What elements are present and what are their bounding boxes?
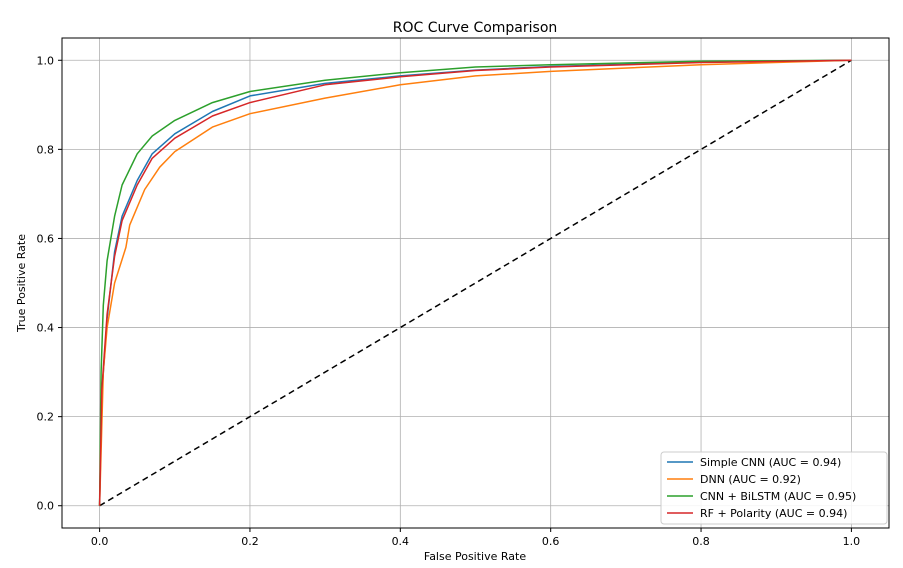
series-line-1 — [98, 59, 852, 506]
ticks: 0.0 0.2 0.4 0.6 0.8 1.0 0.0 0.2 0.4 0.6 0.8 1.0 — [37, 54, 861, 548]
legend-label: RF + Polarity (AUC = 0.94) — [700, 507, 847, 520]
legend-box — [660, 451, 888, 525]
x-tick-label: 1.0 — [843, 535, 861, 548]
grid — [62, 38, 889, 528]
random-classifier-line — [99, 59, 852, 507]
x-tick-label: 0.2 — [241, 535, 259, 548]
series-line-3 — [98, 59, 852, 506]
series-lines — [98, 59, 852, 507]
y-tick-label: 0.0 — [37, 500, 55, 513]
legend-label: DNN (AUC = 0.92) — [700, 473, 801, 486]
x-tick-label: 0.8 — [692, 535, 710, 548]
legend: Simple CNN (AUC = 0.94) DNN (AUC = 0.92) C… — [660, 451, 888, 525]
legend-label: Simple CNN (AUC = 0.94) — [700, 456, 841, 469]
y-tick-label: 1.0 — [37, 54, 55, 67]
y-tick-label: 0.8 — [37, 143, 55, 156]
y-tick-label: 0.4 — [37, 322, 55, 335]
plot-frame — [61, 37, 890, 529]
x-axis-label: False Positive Rate — [424, 550, 526, 563]
y-tick-label: 0.6 — [37, 232, 55, 245]
y-tick-label: 0.2 — [37, 411, 55, 424]
x-tick-label: 0.4 — [392, 535, 410, 548]
y-axis-label: True Positive Rate — [15, 234, 28, 333]
legend-label: CNN + BiLSTM (AUC = 0.95) — [700, 490, 856, 503]
series-line-2 — [98, 59, 852, 506]
x-tick-label: 0.6 — [542, 535, 560, 548]
chart-title: ROC Curve Comparison — [393, 20, 558, 36]
x-tick-label: 0.0 — [91, 535, 109, 548]
